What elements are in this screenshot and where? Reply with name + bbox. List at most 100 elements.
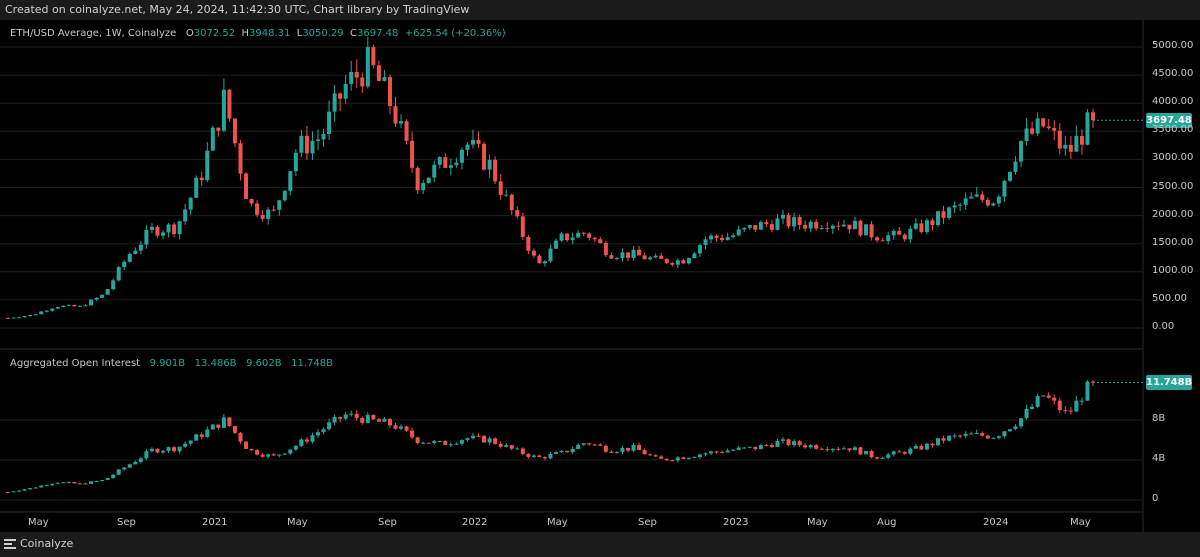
price-candle <box>299 135 304 153</box>
oi-candle <box>28 488 33 490</box>
oi-candle <box>138 458 143 462</box>
price-candle <box>172 224 177 235</box>
price-candle <box>526 236 531 251</box>
oi-candle <box>1024 408 1029 419</box>
oi-candle <box>902 451 907 454</box>
oi-candle <box>282 453 287 455</box>
oi-candle <box>221 417 226 428</box>
price-candle <box>415 167 420 191</box>
price-candle <box>116 267 121 281</box>
oi-candle <box>1046 395 1051 398</box>
price-candle <box>443 157 448 168</box>
price-candle <box>775 218 780 230</box>
oi-candle <box>1079 400 1084 402</box>
price-candle <box>277 200 282 210</box>
price-candle <box>897 230 902 235</box>
price-candle <box>487 159 492 170</box>
oi-candle <box>255 450 260 455</box>
oi-candle <box>537 455 542 458</box>
oi-candle <box>565 450 570 453</box>
price-candle <box>271 209 276 211</box>
oi-candle <box>747 446 752 448</box>
price-candle <box>1063 144 1068 149</box>
oi-candle <box>116 469 121 475</box>
price-candle <box>205 150 210 181</box>
price-candle <box>841 224 846 227</box>
price-candle <box>814 221 819 229</box>
oi-candle <box>471 435 475 439</box>
price-candle <box>199 177 204 181</box>
oi-open-value: 9.901B <box>149 358 186 369</box>
price-candle <box>509 194 514 211</box>
oi-candle <box>371 414 376 420</box>
price-axis-tick: 2000.00 <box>1152 208 1194 220</box>
oi-candle <box>858 447 863 455</box>
price-candle <box>913 223 918 229</box>
oi-candle <box>703 453 708 455</box>
oi-candle <box>100 480 105 482</box>
oi-candle <box>758 444 763 450</box>
oi-candle <box>349 413 354 415</box>
oi-candle <box>332 416 337 423</box>
price-candle <box>6 317 10 319</box>
price-candle <box>830 225 835 229</box>
open-key: O <box>185 28 194 39</box>
oi-candle <box>232 425 237 433</box>
oi-candle <box>188 440 193 444</box>
oi-candle <box>908 448 913 454</box>
oi-candle <box>304 439 309 442</box>
oi-candle <box>764 444 769 446</box>
price-symbol: ETH/USD Average, 1W, Coinalyze <box>10 28 177 39</box>
oi-candle <box>293 445 298 450</box>
price-candle <box>482 143 487 170</box>
price-candle <box>570 237 575 241</box>
price-candle <box>808 221 813 229</box>
price-candle <box>476 139 481 144</box>
price-candle <box>100 294 105 298</box>
open-value: 3072.52 <box>193 28 236 39</box>
oi-title: Aggregated Open Interest <box>10 358 141 369</box>
chart-canvas[interactable] <box>0 20 1200 532</box>
time-axis-tick: Sep <box>378 517 397 528</box>
price-candle <box>11 317 16 319</box>
time-axis-tick: 2021 <box>202 517 228 528</box>
price-candle <box>39 311 44 315</box>
oi-candle <box>626 447 630 451</box>
oi-candle <box>22 489 27 491</box>
oi-candle <box>343 414 348 419</box>
oi-candle <box>1074 400 1079 412</box>
time-axis-tick: May <box>287 517 308 528</box>
chart-caption: Created on coinalyze.net, May 24, 2024, … <box>0 0 1200 20</box>
price-candle <box>598 239 603 244</box>
oi-candle <box>609 451 614 453</box>
price-candle <box>825 227 830 229</box>
price-candle <box>637 249 642 256</box>
price-candle <box>161 232 165 236</box>
brand-logo[interactable]: Coinalyze <box>4 537 73 550</box>
price-candle <box>587 233 592 238</box>
price-candle <box>886 235 891 242</box>
price-candle <box>321 134 326 140</box>
price-candle <box>642 255 647 260</box>
price-candle <box>985 199 990 206</box>
price-candle <box>448 165 453 168</box>
price-candle <box>238 143 243 174</box>
price-candle <box>28 315 33 317</box>
price-candle <box>327 111 332 135</box>
oi-candle <box>33 487 38 489</box>
price-candle <box>105 289 110 295</box>
oi-candle <box>360 417 365 423</box>
price-candle <box>249 199 254 204</box>
price-candle <box>365 47 370 87</box>
oi-candle <box>637 444 642 451</box>
price-candle <box>94 297 99 300</box>
low-key: L <box>296 28 303 39</box>
price-candle <box>819 227 824 229</box>
oi-candle <box>786 439 791 446</box>
price-candle <box>936 211 940 226</box>
chart-area[interactable]: ETH/USD Average, 1W, Coinalyze O3072.52 … <box>0 20 1200 532</box>
price-candle <box>769 224 774 230</box>
oi-candle <box>94 481 99 483</box>
price-candle <box>930 220 935 226</box>
price-candle <box>338 93 343 99</box>
